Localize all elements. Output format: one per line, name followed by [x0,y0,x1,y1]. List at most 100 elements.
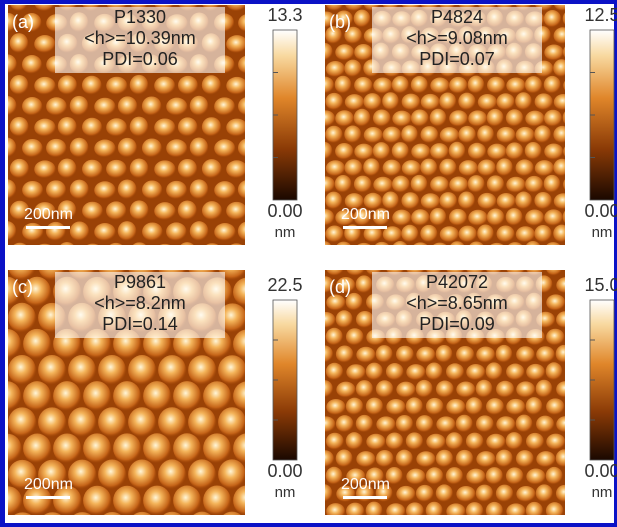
afm-dot [534,192,552,209]
afm-dot [536,380,553,398]
afm-dot [70,222,89,242]
panel-label: (a) [12,12,34,32]
colorbar-max: 13.3 [267,5,302,25]
scale-bar [343,226,387,229]
afm-dot [356,311,374,328]
afm-dot [325,93,343,110]
afm-dot [516,226,535,242]
afm-dot [506,142,523,159]
afm-dot [402,160,421,176]
afm-dot [113,433,141,463]
afm-dot [53,433,81,463]
afm-dot [487,175,504,193]
afm-dot [113,486,141,516]
afm-dot [386,363,404,380]
afm-dot [436,345,453,363]
afm-dot [190,179,209,199]
afm-dot [486,467,503,485]
afm-dot [354,77,372,94]
colorbar-unit: nm [275,224,296,241]
afm-dot [525,111,544,127]
scale-bar-label: 200nm [24,206,73,223]
afm-dot [23,329,51,359]
afm-dot [456,415,473,433]
afm-dot [226,202,247,220]
afm-dot [468,175,485,193]
afm-dot [346,398,363,415]
afm-dot [366,363,383,381]
afm-dot [118,180,137,200]
afm-dot [0,201,5,220]
afm-dot [458,93,475,111]
afm-dot [456,450,473,467]
afm-dot [544,10,561,28]
pdi: PDI=0.14 [102,314,178,334]
pdi: PDI=0.07 [419,49,495,69]
afm-dot [497,193,516,209]
afm-dot [420,225,437,243]
afm-dot [356,415,373,433]
afm-dot [544,110,562,127]
afm-dot [411,76,428,94]
afm-dot [173,381,201,411]
afm-dot [411,175,428,193]
afm-dot [420,126,438,143]
afm-dot [436,416,455,432]
mean-height: <h>=8.2nm [94,293,186,313]
afm-dot [190,96,209,116]
afm-dot [535,160,554,176]
afm-dot [459,226,477,243]
afm-dot [356,380,373,398]
afm-dot [449,177,468,193]
afm-dot [335,76,352,94]
afm-dot [83,381,111,411]
afm-dot [466,364,485,380]
afm-dot [486,362,503,380]
afm-dot [446,363,464,380]
afm-dot [46,139,66,158]
afm-dot [118,138,137,158]
afm-dot [214,139,235,157]
afm-dot [430,208,447,226]
afm-dot [477,125,494,143]
afm-dot [373,177,392,193]
afm-dot [446,467,463,485]
afm-dot [439,192,457,209]
afm-dot [326,363,343,381]
afm-dot [506,109,523,126]
afm-dot [58,75,77,95]
afm-dot [335,44,354,60]
afm-dot [70,138,89,158]
afm-dot [326,160,345,176]
afm-dot [68,407,96,437]
sample-name: P4824 [431,7,483,27]
afm-dot [516,346,535,363]
afm-dot [158,355,186,385]
afm-dot [94,181,115,199]
afm-dot [154,118,175,136]
afm-dot [178,201,197,221]
afm-dot [143,381,171,411]
afm-dot [402,94,421,111]
afm-dot [382,92,399,110]
afm-dot [376,450,394,467]
afm-dot [363,158,380,176]
afm-dot [421,94,440,110]
afm-dot [476,380,493,398]
afm-dot [173,486,201,516]
afm-dot [406,397,423,415]
afm-dot [366,398,383,416]
afm-dot [383,127,402,144]
afm-dot [373,77,392,93]
afm-dot [476,415,494,432]
afm-dot [392,111,411,127]
afm-dot [226,35,247,53]
afm-dot [326,61,345,77]
afm-dot [486,398,504,415]
afm-dot [345,94,364,110]
afm-dot [188,355,216,385]
afm-dot [38,407,66,437]
afm-dot [226,160,247,178]
afm-dot [214,223,235,241]
afm-dot [83,486,111,516]
